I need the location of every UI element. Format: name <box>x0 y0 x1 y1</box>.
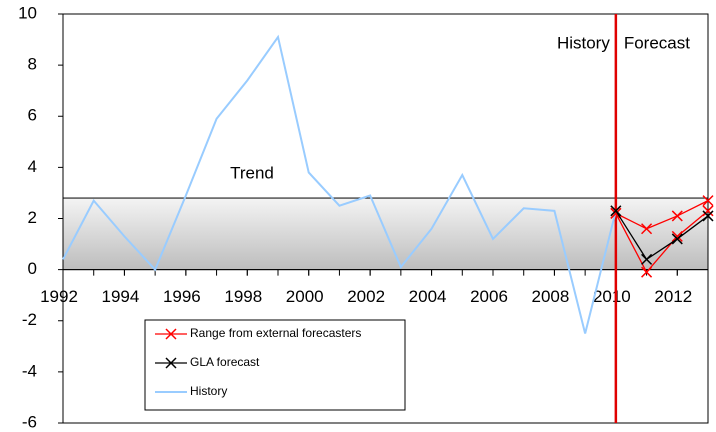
x-tick-label: 2010 <box>593 287 631 306</box>
y-tick-label: 4 <box>28 157 37 176</box>
x-tick-label: 1994 <box>102 287 140 306</box>
x-tick-label: 2004 <box>409 287 447 306</box>
point-marker <box>641 223 653 235</box>
legend-label: History <box>190 384 227 398</box>
x-tick-label: 1998 <box>224 287 262 306</box>
point-marker <box>641 266 653 278</box>
series-line <box>62 34 617 334</box>
y-tick-label: 0 <box>28 259 37 278</box>
x-tick-label: 2012 <box>654 287 692 306</box>
series-line <box>615 210 709 261</box>
point-marker <box>610 205 622 217</box>
series-line <box>615 200 709 230</box>
y-tick-label: -2 <box>22 310 37 329</box>
forecast-label: Forecast <box>624 33 690 52</box>
x-tick-label: 2000 <box>286 287 324 306</box>
legend-marker <box>165 328 177 340</box>
y-tick-label: 10 <box>18 3 37 22</box>
point-marker <box>671 233 683 245</box>
y-tick-label: 2 <box>28 208 37 227</box>
x-tick-label: 2002 <box>347 287 385 306</box>
series-line-low <box>615 210 709 274</box>
legend-label: Range from external forecasters <box>190 326 361 340</box>
point-marker <box>641 253 653 265</box>
trend-label: Trend <box>230 164 274 183</box>
history-label: History <box>557 33 610 52</box>
point-marker <box>702 195 714 207</box>
x-tick-label: 2006 <box>470 287 508 306</box>
point-marker <box>702 210 714 222</box>
x-tick-label: 1996 <box>163 287 201 306</box>
y-tick-label: 8 <box>28 55 37 74</box>
point-marker <box>702 205 714 217</box>
y-tick-label: -4 <box>22 361 37 380</box>
legend-marker <box>165 357 177 369</box>
y-tick-label: -6 <box>22 412 37 431</box>
x-tick-label: 1992 <box>40 287 78 306</box>
legend-label: GLA forecast <box>190 355 260 369</box>
point-marker <box>671 230 683 242</box>
y-tick-label: 6 <box>28 106 37 125</box>
x-tick-label: 2008 <box>532 287 570 306</box>
legend <box>144 319 406 411</box>
point-marker <box>671 210 683 222</box>
